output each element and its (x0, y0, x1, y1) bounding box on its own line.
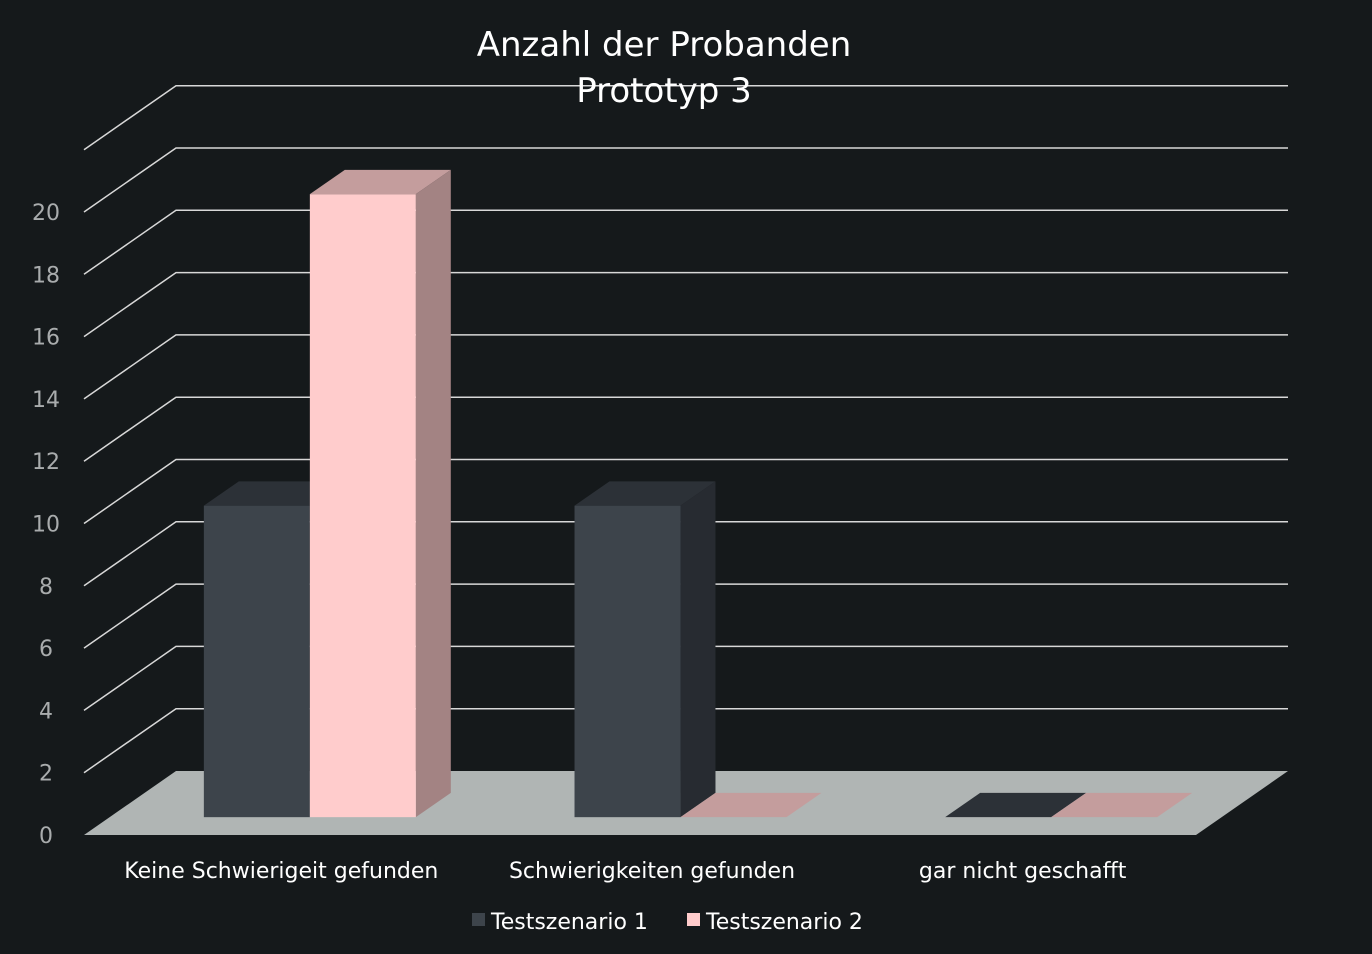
y-tick-label: 2 (39, 762, 53, 787)
gridline (83, 645, 1288, 712)
bar-top-face (574, 481, 716, 506)
y-tick-label: 16 (32, 326, 60, 351)
chart-title-line-2: Prototyp 3 (576, 71, 752, 111)
gridline (83, 147, 1288, 213)
bar-1-1 (680, 792, 822, 818)
gridline (83, 209, 1288, 275)
y-tick-label: 18 (32, 263, 60, 288)
bar-2-1 (1051, 792, 1193, 818)
y-tick-label: 6 (39, 637, 53, 662)
gridline (83, 707, 1288, 774)
y-tick-label: 14 (32, 388, 60, 413)
bar-front-face (309, 194, 416, 818)
bar-top-face (203, 481, 345, 506)
bar-side-face (680, 481, 716, 818)
gridline (83, 458, 1288, 525)
y-tick-label: 10 (32, 513, 60, 538)
y-tick-label: 12 (32, 450, 60, 475)
y-tick-label: 8 (39, 575, 53, 600)
legend-label: Testszenario 2 (705, 910, 863, 935)
x-category-label: gar nicht geschafft (919, 859, 1127, 884)
gridline (83, 271, 1288, 338)
bar-front-face (574, 505, 681, 818)
bar-top-face (309, 169, 451, 195)
bar-side-face (415, 169, 451, 818)
y-tick-label: 20 (32, 201, 60, 226)
bar-0-1 (309, 169, 451, 818)
bar-top-face (945, 792, 1087, 818)
y-tick-label: 4 (39, 699, 53, 724)
legend-label: Testszenario 1 (490, 910, 648, 935)
gridline (83, 583, 1288, 649)
gridline (83, 396, 1288, 462)
chart-title-line-1: Anzahl der Probanden (477, 25, 852, 65)
gridline (83, 84, 1288, 151)
y-tick-label: 0 (39, 824, 53, 849)
bar-1-0 (574, 481, 716, 818)
bar-front-face (203, 505, 310, 818)
bar-top-face (680, 792, 822, 818)
legend-swatch (472, 913, 485, 926)
gridline (83, 334, 1288, 400)
gridline (83, 521, 1288, 587)
x-category-label: Keine Schwierigeit gefunden (124, 859, 438, 884)
bar-2-0 (945, 792, 1087, 818)
bar-top-face (1051, 792, 1193, 818)
legend-swatch (687, 913, 700, 926)
x-category-label: Schwierigkeiten gefunden (509, 859, 795, 884)
